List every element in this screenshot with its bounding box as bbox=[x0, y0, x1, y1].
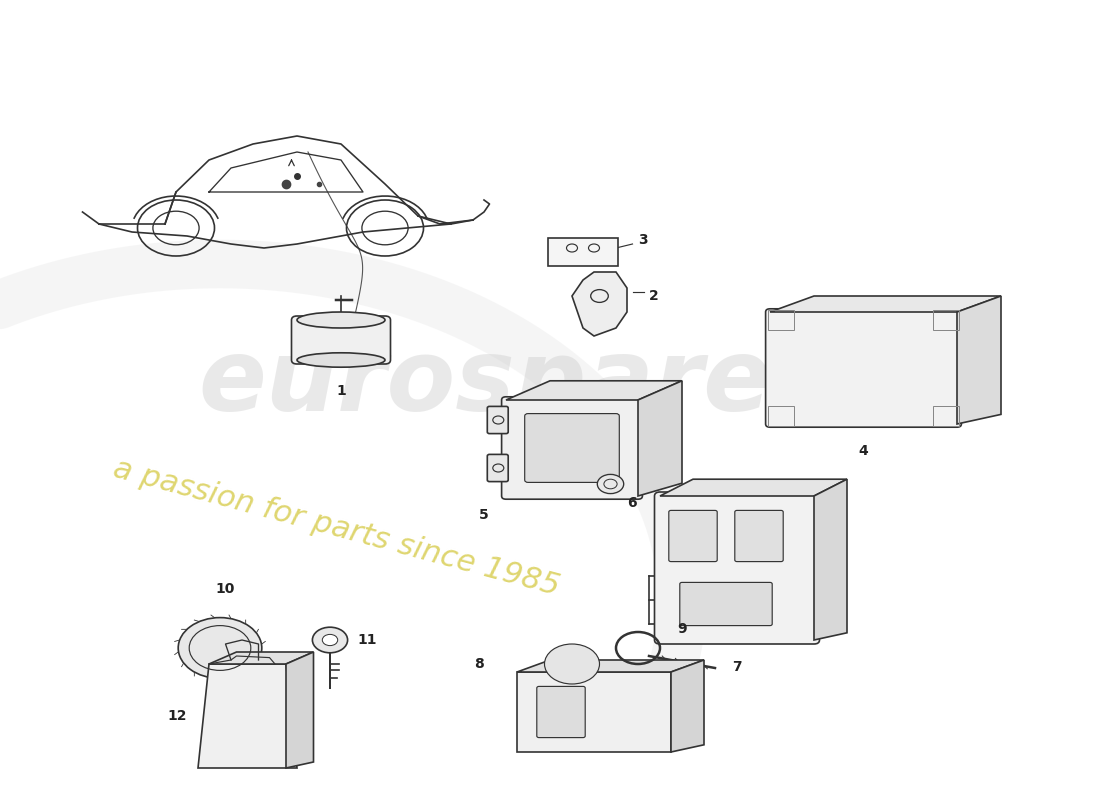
FancyBboxPatch shape bbox=[487, 406, 508, 434]
Text: 8: 8 bbox=[474, 657, 484, 671]
Circle shape bbox=[312, 627, 348, 653]
FancyBboxPatch shape bbox=[525, 414, 619, 482]
FancyBboxPatch shape bbox=[502, 397, 642, 499]
Polygon shape bbox=[286, 652, 313, 768]
Bar bbox=[768, 310, 794, 330]
FancyBboxPatch shape bbox=[548, 238, 618, 266]
Text: 3: 3 bbox=[638, 233, 648, 247]
Polygon shape bbox=[957, 296, 1001, 424]
Circle shape bbox=[178, 618, 262, 678]
Text: 9: 9 bbox=[678, 622, 686, 636]
Polygon shape bbox=[660, 479, 847, 496]
Circle shape bbox=[597, 474, 624, 494]
Text: 6: 6 bbox=[627, 496, 637, 510]
Text: 12: 12 bbox=[167, 709, 187, 723]
Text: 2: 2 bbox=[649, 289, 659, 303]
Polygon shape bbox=[572, 272, 627, 336]
Bar bbox=[933, 406, 959, 426]
Polygon shape bbox=[770, 296, 1001, 312]
Text: 5: 5 bbox=[480, 508, 488, 522]
Text: 10: 10 bbox=[216, 582, 235, 596]
Polygon shape bbox=[671, 660, 704, 752]
Circle shape bbox=[322, 634, 338, 646]
Circle shape bbox=[544, 644, 600, 684]
Bar bbox=[933, 310, 959, 330]
Polygon shape bbox=[638, 381, 682, 496]
Text: 1: 1 bbox=[337, 384, 345, 398]
Text: eurospares: eurospares bbox=[198, 335, 830, 433]
Text: 7: 7 bbox=[733, 660, 741, 674]
FancyBboxPatch shape bbox=[487, 454, 508, 482]
FancyBboxPatch shape bbox=[654, 492, 820, 644]
Ellipse shape bbox=[297, 312, 385, 328]
Polygon shape bbox=[198, 664, 297, 768]
Bar bbox=[768, 406, 794, 426]
Polygon shape bbox=[814, 479, 847, 640]
Text: 11: 11 bbox=[358, 633, 377, 647]
Polygon shape bbox=[517, 660, 704, 672]
Polygon shape bbox=[209, 652, 314, 664]
Polygon shape bbox=[517, 672, 671, 752]
FancyBboxPatch shape bbox=[669, 510, 717, 562]
FancyBboxPatch shape bbox=[735, 510, 783, 562]
Ellipse shape bbox=[297, 353, 385, 367]
FancyBboxPatch shape bbox=[292, 316, 390, 364]
FancyBboxPatch shape bbox=[537, 686, 585, 738]
Text: 4: 4 bbox=[859, 444, 868, 458]
FancyBboxPatch shape bbox=[766, 309, 961, 427]
Text: a passion for parts since 1985: a passion for parts since 1985 bbox=[110, 454, 563, 602]
FancyBboxPatch shape bbox=[680, 582, 772, 626]
Polygon shape bbox=[506, 381, 682, 400]
